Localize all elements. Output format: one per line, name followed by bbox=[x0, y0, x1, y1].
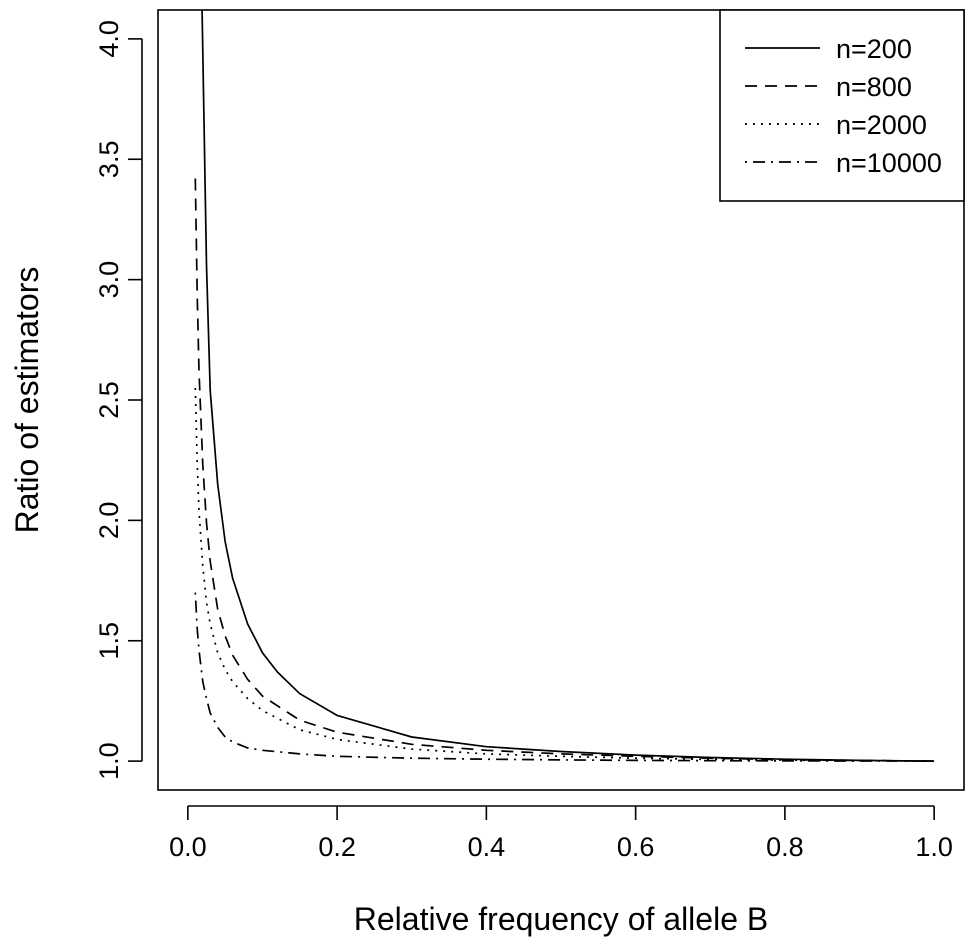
legend-box bbox=[719, 9, 965, 202]
y-tick-label: 2.5 bbox=[94, 381, 124, 419]
x-tick-label: 0.4 bbox=[468, 832, 506, 862]
legend-label: n=10000 bbox=[836, 148, 942, 178]
y-tick-label: 1.5 bbox=[94, 622, 124, 660]
y-tick-label: 1.0 bbox=[94, 742, 124, 780]
series-layer bbox=[194, 10, 935, 762]
x-axis-title: Relative frequency of allele B bbox=[354, 901, 768, 937]
y-tick-label: 2.0 bbox=[94, 502, 124, 540]
legend-label: n=200 bbox=[836, 34, 912, 64]
series-line-n-800 bbox=[194, 178, 935, 762]
y-axis-title: Ratio of estimators bbox=[9, 267, 45, 534]
series-line-n-2000 bbox=[194, 387, 935, 762]
series-line-n-10000 bbox=[194, 592, 935, 762]
x-tick-label: 0.2 bbox=[318, 832, 356, 862]
x-tick-label: 0.0 bbox=[169, 832, 207, 862]
x-tick-label: 1.0 bbox=[915, 832, 953, 862]
y-tick-label: 4.0 bbox=[94, 20, 124, 58]
plot-frame bbox=[157, 9, 965, 791]
legend: n=200 n=800 n=2000 n=10000 bbox=[719, 9, 965, 202]
y-tick-label: 3.5 bbox=[94, 141, 124, 179]
y-tick-label: 3.0 bbox=[94, 261, 124, 299]
x-tick-label: 0.8 bbox=[766, 832, 804, 862]
x-axis: 0.0 0.2 0.4 0.6 0.8 1.0 bbox=[169, 805, 953, 862]
legend-label: n=2000 bbox=[836, 110, 927, 140]
y-axis: 1.0 1.5 2.0 2.5 3.0 3.5 4.0 bbox=[94, 20, 143, 780]
legend-label: n=800 bbox=[836, 72, 912, 102]
x-tick-label: 0.6 bbox=[617, 832, 655, 862]
